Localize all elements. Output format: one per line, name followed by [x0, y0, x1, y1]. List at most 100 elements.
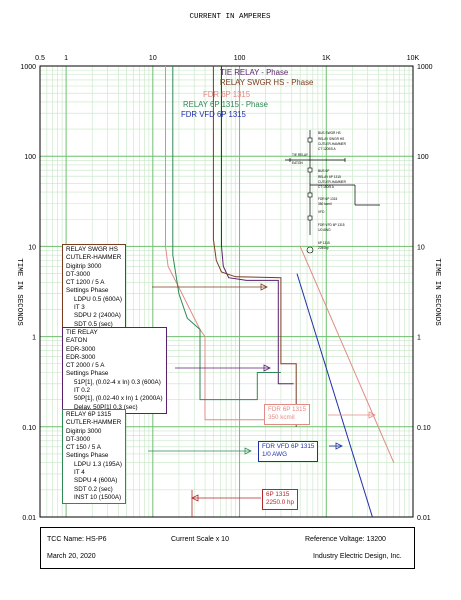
tcc-name: TCC Name: HS-P6 [47, 536, 107, 543]
note-line: LDPU 0.5 (600A) [74, 295, 122, 303]
pointer-vfd-head [335, 442, 343, 450]
legend-label: RELAY SWGR HS - Phase [220, 78, 313, 87]
oneline-breaker [307, 192, 313, 198]
note-line: 1/0 AWG [262, 451, 287, 459]
note-line: IT 4 [74, 469, 85, 477]
y-tick-label-left: 10 [28, 244, 36, 251]
note-line: SDPU 2 (2400A) [74, 312, 121, 320]
note-line: EDR-3000 [66, 353, 96, 361]
y-tick-label-left: 1000 [20, 64, 36, 71]
relay-swgr-curve [212, 66, 297, 427]
y-tick-label-left: 0.10 [22, 425, 36, 432]
oneline-label: 2250hp [318, 246, 329, 250]
footer-panel: TCC Name: HS-P6 Current Scale x 10 Refer… [40, 527, 415, 569]
oneline-label: 1/0 AWG [318, 228, 331, 232]
yaxis-title-right: TIME IN SECONDS [433, 258, 441, 326]
note-fdr-vfd: FDR VFD 6P 1315 1/0 AWG [258, 441, 319, 462]
note-line: SDT 0.5 (sec) [74, 320, 113, 328]
note-tie-relay: TIE RELAY EATON EDR-3000 EDR-3000 CT 2000 / … [62, 327, 167, 414]
x-tick-label: 100 [234, 55, 246, 62]
oneline-label: CUTLER-HAMMER [318, 180, 347, 184]
y-tick-label-left: 0.01 [22, 515, 36, 522]
oneline-label: CUTLER-HAMMER [318, 142, 347, 146]
note-line: FDR VFD 6P 1315 [262, 443, 315, 450]
oneline-label: BUS 6P [318, 169, 329, 173]
fdr-vfd-curve [296, 273, 373, 518]
x-tick-label: 10 [149, 55, 157, 62]
note-motor: 6P 1315 2250.0 hp [262, 489, 299, 510]
note-line: Delay, 50P[1] 0.3 (sec) [74, 403, 138, 411]
y-tick-label-right: 100 [417, 154, 429, 161]
note-line: LDPU 1.3 (195A) [74, 460, 122, 468]
xaxis-title: CURRENT IN AMPERES [189, 13, 271, 21]
oneline-label: 6P 1315 [318, 241, 330, 245]
x-tick-label: 1K [322, 55, 331, 62]
oneline-label: RELAY SWGR HS [318, 137, 344, 141]
note-line: 50P[1], (0.02-40 x In) 1 (2000A) [74, 395, 163, 403]
oneline-label: VFD [318, 210, 325, 214]
legend-label: FDR VFD 6P 1315 [181, 110, 247, 119]
legend-label: RELAY 6P 1315 - Phase [183, 100, 268, 109]
y-tick-label-right: 1000 [417, 64, 433, 71]
note-line: 6P 1315 [266, 491, 290, 498]
x-tick-label: 10K [407, 55, 420, 62]
oneline-label: EATON [292, 161, 303, 165]
oneline-label: FDR VFD 6P 1315 [318, 223, 345, 227]
note-relay-6p: RELAY 6P 1315 CUTLER-HAMMER Digitrip 3000 D… [62, 409, 126, 505]
note-relay-swgr: RELAY SWGR HS CUTLER-HAMMER Digitrip 3000 D… [62, 244, 126, 331]
note-line: EATON [66, 337, 88, 345]
note-line: TIE RELAY [66, 329, 98, 336]
note-line: IT 3 [74, 304, 85, 312]
note-line: 2250.0 hp [266, 499, 295, 507]
reference-voltage: Reference Voltage: 13200 [305, 536, 386, 543]
oneline-breaker [307, 167, 313, 173]
oneline-breaker [307, 215, 313, 221]
note-line: Settings Phase [66, 452, 109, 460]
study-date: March 20, 2020 [47, 553, 96, 560]
oneline-breaker [307, 137, 313, 143]
y-tick-label-right: 10 [417, 244, 425, 251]
note-line: IT 0.2 [74, 387, 90, 395]
legend-label: FDR 6P 1315 [203, 90, 251, 99]
yaxis-title-left: TIME IN SECONDS [15, 258, 23, 326]
oneline-label: CT 150/5 A [318, 185, 335, 189]
current-scale: Current Scale x 10 [171, 536, 229, 543]
oneline-motor [306, 246, 314, 254]
note-line: EDR-3000 [66, 345, 96, 353]
note-line: CUTLER-HAMMER [66, 419, 122, 427]
oneline-label: BUS SWGR HS [318, 131, 341, 135]
note-line: Digitrip 3000 [66, 262, 102, 270]
note-line: CUTLER-HAMMER [66, 254, 122, 262]
note-line: CT 2000 / 5 A [66, 362, 105, 370]
note-line: 51P[1], (0.02-4 x In) 0.3 (600A) [74, 378, 161, 386]
note-line: RELAY 6P 1315 [66, 411, 112, 418]
company-name: Industry Electric Design, Inc. [313, 553, 402, 560]
oneline-label: CT 1200/5 A [318, 147, 337, 151]
relay-6p-curve [172, 66, 281, 401]
note-line: RELAY SWGR HS [66, 246, 118, 253]
note-line: FDR 6P 1315 [268, 406, 307, 413]
x-tick-label: 0.5 [35, 55, 45, 62]
note-fdr-6p: FDR 6P 1315 350 kcmil [264, 404, 311, 425]
fdr-6p-curve [165, 66, 288, 421]
y-tick-label-right: 0.10 [417, 425, 431, 432]
note-line: Settings Phase [66, 287, 109, 295]
fdr-6p-cable-curve [299, 246, 395, 463]
note-line: INST 10 (1500A) [74, 493, 122, 501]
y-tick-label-right: 0.01 [417, 515, 431, 522]
note-line: CT 150 / 5 A [66, 444, 101, 452]
oneline-label: 350 kcmil [318, 202, 332, 206]
x-tick-label: 1 [64, 55, 68, 62]
note-line: DT-3000 [66, 270, 91, 278]
pointer-fdr6p-head [368, 411, 376, 419]
note-line: 350 kcmil [268, 414, 295, 422]
pointer-swgr-head [260, 283, 268, 291]
tie-relay-curve [221, 66, 294, 385]
y-tick-label-left: 100 [24, 154, 36, 161]
note-line: SDT 0.2 (sec) [74, 485, 113, 493]
oneline-label: TIE RELAY [292, 153, 309, 157]
note-line: DT-3000 [66, 435, 91, 443]
note-line: Digitrip 3000 [66, 427, 102, 435]
pointer-relay6p-head [244, 447, 252, 455]
legend-label: TIE RELAY - Phase [220, 68, 288, 77]
